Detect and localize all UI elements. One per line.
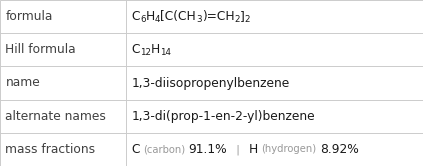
Text: 2: 2	[234, 15, 240, 24]
Text: name: name	[5, 77, 40, 89]
Text: 4: 4	[155, 15, 160, 24]
Text: 8.92%: 8.92%	[320, 143, 359, 156]
Text: |: |	[227, 144, 249, 155]
Text: Hill formula: Hill formula	[5, 43, 76, 56]
Text: C: C	[132, 10, 140, 23]
Text: 2: 2	[244, 15, 250, 24]
Text: 14: 14	[160, 48, 171, 57]
Text: (hydrogen): (hydrogen)	[261, 144, 317, 154]
Text: H: H	[146, 10, 155, 23]
Text: mass fractions: mass fractions	[5, 143, 96, 156]
Text: 3: 3	[196, 15, 202, 24]
Text: C: C	[132, 43, 140, 56]
Text: H: H	[249, 143, 258, 156]
Text: 1,3-di(prop-1-en-2-yl)benzene: 1,3-di(prop-1-en-2-yl)benzene	[132, 110, 315, 123]
Text: 1,3-diisopropenylbenzene: 1,3-diisopropenylbenzene	[132, 77, 290, 89]
Text: 12: 12	[140, 48, 151, 57]
Text: ]: ]	[240, 10, 244, 23]
Text: )=CH: )=CH	[202, 10, 234, 23]
Text: alternate names: alternate names	[5, 110, 106, 123]
Text: 6: 6	[140, 15, 146, 24]
Text: (carbon): (carbon)	[143, 144, 185, 154]
Text: formula: formula	[5, 10, 53, 23]
Text: [C(CH: [C(CH	[160, 10, 196, 23]
Text: 91.1%: 91.1%	[188, 143, 227, 156]
Text: H: H	[151, 43, 160, 56]
Text: C: C	[132, 143, 140, 156]
